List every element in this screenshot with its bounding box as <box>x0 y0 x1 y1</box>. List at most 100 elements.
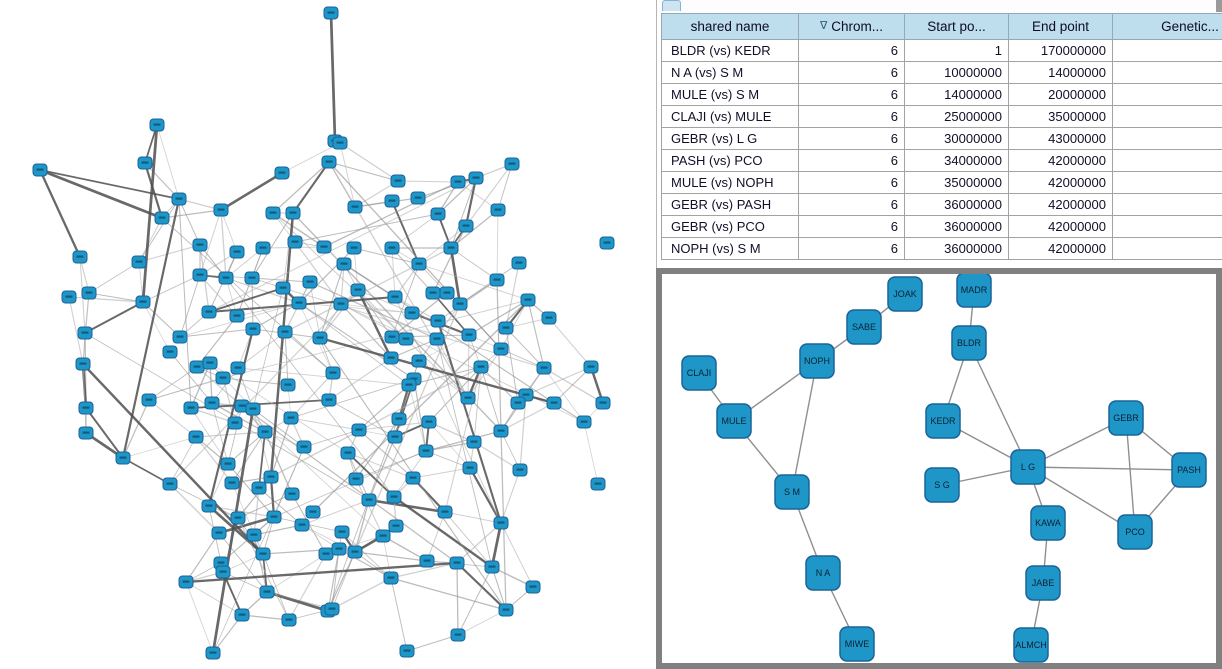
network-node[interactable] <box>188 430 204 444</box>
network-node[interactable] <box>141 393 157 407</box>
network-node[interactable] <box>284 487 300 501</box>
network-node[interactable] <box>450 175 466 189</box>
network-node[interactable] <box>484 560 500 574</box>
network-node[interactable] <box>411 257 427 271</box>
network-node[interactable] <box>418 444 434 458</box>
network-node[interactable] <box>437 505 453 519</box>
network-node[interactable] <box>450 628 466 642</box>
column-header-1[interactable]: ∇ Chrom... <box>798 13 905 40</box>
network-node[interactable] <box>215 565 231 579</box>
network-node[interactable]: JABE <box>1025 565 1061 601</box>
network-node[interactable] <box>296 440 312 454</box>
network-node[interactable] <box>275 281 291 295</box>
network-node[interactable] <box>405 471 421 485</box>
network-node[interactable] <box>224 476 240 490</box>
network-node[interactable] <box>595 396 611 410</box>
network-node[interactable] <box>443 241 459 255</box>
network-node[interactable] <box>245 322 261 336</box>
network-node[interactable] <box>183 401 199 415</box>
network-edge[interactable] <box>968 342 1029 468</box>
network-node[interactable] <box>401 378 417 392</box>
network-node[interactable] <box>439 286 455 300</box>
network-node[interactable] <box>452 297 468 311</box>
network-node[interactable] <box>266 510 282 524</box>
network-node[interactable] <box>493 424 509 438</box>
network-node[interactable] <box>234 608 250 622</box>
network-node[interactable] <box>205 646 221 660</box>
network-node[interactable] <box>449 556 465 570</box>
network-node[interactable] <box>460 391 476 405</box>
network-node[interactable] <box>324 602 340 616</box>
network-node[interactable] <box>259 585 275 599</box>
column-header-0[interactable]: shared name <box>661 13 799 40</box>
table-row[interactable]: BLDR (vs) KEDR61170000000192.0 <box>661 39 1222 62</box>
network-node[interactable]: MIWE <box>839 626 875 662</box>
subnetwork-canvas[interactable]: JOAK MADR SABE BLDR NOPH CLAJI MULE KEDR GEBR L G… <box>662 272 1216 663</box>
network-node[interactable] <box>387 290 403 304</box>
network-node[interactable] <box>391 412 407 426</box>
network-node[interactable] <box>511 256 527 270</box>
network-node[interactable] <box>321 393 337 407</box>
network-node[interactable] <box>77 326 93 340</box>
network-node[interactable] <box>583 360 599 374</box>
network-node[interactable] <box>137 156 153 170</box>
network-node[interactable] <box>404 306 420 320</box>
network-node[interactable] <box>229 309 245 323</box>
network-node[interactable] <box>287 235 303 249</box>
network-node[interactable] <box>78 401 94 415</box>
network-node[interactable] <box>265 206 281 220</box>
network-node[interactable] <box>383 351 399 365</box>
network-node[interactable] <box>336 257 352 271</box>
network-node[interactable] <box>213 203 229 217</box>
network-edge[interactable] <box>1027 466 1190 471</box>
network-node[interactable] <box>429 332 445 346</box>
network-node[interactable] <box>202 356 218 370</box>
network-node[interactable]: JOAK <box>887 276 923 312</box>
network-node[interactable] <box>154 211 170 225</box>
network-node[interactable] <box>461 328 477 342</box>
network-node[interactable] <box>201 305 217 319</box>
network-node[interactable]: N A <box>805 555 841 591</box>
network-node[interactable]: PASH <box>1171 452 1207 488</box>
network-node[interactable] <box>493 342 509 356</box>
network-node[interactable] <box>498 603 514 617</box>
network-node[interactable] <box>230 511 246 525</box>
network-node[interactable] <box>201 499 217 513</box>
network-node[interactable] <box>72 250 88 264</box>
network-node[interactable] <box>149 118 165 132</box>
network-edge[interactable] <box>791 360 818 493</box>
network-node[interactable] <box>490 203 506 217</box>
network-node[interactable]: MADR <box>956 272 992 308</box>
table-row[interactable]: NOPH (vs) S M636000000420000009.9 <box>661 237 1222 260</box>
network-node[interactable] <box>246 528 262 542</box>
scrollbar-stub[interactable] <box>1216 0 1222 12</box>
table-row[interactable]: MULE (vs) S M614000000200000007.5 <box>661 83 1222 106</box>
network-node[interactable] <box>462 461 478 475</box>
network-node[interactable] <box>346 241 362 255</box>
network-node[interactable] <box>387 430 403 444</box>
network-node[interactable]: GEBR <box>1108 400 1144 436</box>
network-node[interactable]: KAWA <box>1030 505 1066 541</box>
network-node[interactable] <box>192 238 208 252</box>
network-node[interactable] <box>220 457 236 471</box>
network-node[interactable]: NOPH <box>799 343 835 379</box>
network-node[interactable] <box>468 171 484 185</box>
network-node[interactable] <box>318 547 334 561</box>
network-node[interactable] <box>348 472 364 486</box>
network-node[interactable] <box>347 200 363 214</box>
network-node[interactable]: S M <box>774 474 810 510</box>
network-node[interactable] <box>215 371 231 385</box>
column-header-3[interactable]: End point <box>1008 13 1113 40</box>
filter-icon[interactable]: ∇ <box>819 20 828 32</box>
network-node[interactable] <box>384 241 400 255</box>
network-node[interactable] <box>230 361 246 375</box>
network-node[interactable] <box>211 526 227 540</box>
network-node[interactable] <box>421 415 437 429</box>
network-node[interactable] <box>384 194 400 208</box>
network-node[interactable] <box>244 271 260 285</box>
network-node[interactable] <box>189 360 205 374</box>
network-node[interactable] <box>263 470 279 484</box>
network-node[interactable] <box>285 206 301 220</box>
table-row[interactable]: GEBR (vs) PASH636000000420000008.9 <box>661 193 1222 216</box>
network-node[interactable] <box>323 6 339 20</box>
